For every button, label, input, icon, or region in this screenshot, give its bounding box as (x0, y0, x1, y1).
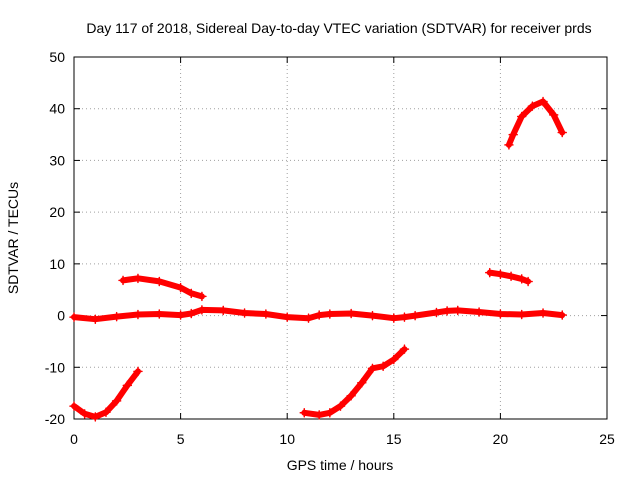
series-arc-evening-positive (484, 267, 533, 287)
data-point (346, 390, 356, 401)
data-point (154, 276, 165, 287)
x-tick-label: 10 (279, 431, 295, 447)
series-band (71, 306, 566, 323)
data-point (506, 271, 516, 282)
data-point (346, 308, 356, 319)
data-point (122, 380, 133, 391)
data-point (431, 307, 442, 318)
plot-frame (73, 56, 608, 420)
data-point (111, 396, 122, 406)
data-point (133, 366, 143, 377)
data-point (495, 309, 506, 319)
data-point (133, 309, 143, 320)
series-arc-evening-peak (504, 96, 567, 150)
y-tick-label: -10 (45, 359, 65, 375)
data-point (79, 409, 90, 419)
data-point (325, 408, 335, 418)
x-tick-label: 15 (386, 431, 402, 447)
y-tick-label: 10 (49, 256, 65, 272)
data-point (527, 101, 538, 111)
y-tick-label: 40 (49, 101, 65, 117)
series-arc-midday-negative (299, 344, 410, 420)
data-point (484, 267, 495, 278)
data-point (410, 310, 420, 321)
series-arc-early-positive (118, 273, 207, 302)
data-point (175, 282, 186, 293)
data-point (399, 344, 410, 354)
data-point (69, 312, 79, 322)
x-tick-label: 0 (70, 431, 78, 447)
data-point (474, 307, 484, 317)
data-point (523, 276, 533, 287)
data-point (357, 378, 367, 388)
data-point (303, 313, 314, 323)
data-point (154, 309, 165, 319)
x-tick-label: 5 (177, 431, 185, 447)
data-point (90, 412, 101, 422)
data-point (399, 312, 410, 322)
data-point (335, 401, 346, 411)
data-point (186, 288, 197, 299)
data-point (442, 306, 452, 316)
data-point (261, 309, 271, 319)
data-point (538, 96, 548, 107)
x-tick-labels: 0 5 10 15 20 25 (70, 431, 615, 447)
data-point (538, 308, 548, 318)
data-point (516, 309, 527, 320)
series-arc-baseline (69, 305, 567, 324)
series-layer (69, 96, 567, 422)
data-point (133, 273, 143, 284)
data-point (325, 309, 335, 319)
y-tick-label: 0 (57, 308, 65, 324)
data-point (516, 111, 527, 122)
data-point (175, 310, 186, 320)
data-point (239, 308, 250, 318)
data-point (314, 310, 324, 320)
data-point (282, 312, 292, 322)
data-point (557, 310, 567, 320)
y-tick-label: 50 (49, 49, 65, 65)
y-tick-label: -20 (45, 411, 65, 427)
x-axis-label: GPS time / hours (287, 457, 394, 473)
x-tick-label: 25 (599, 431, 615, 447)
data-point (218, 305, 228, 316)
y-axis-label: SDTVAR / TECUs (5, 182, 21, 294)
series-arc-early-negative (69, 366, 143, 422)
data-point (101, 407, 111, 418)
data-point (389, 313, 399, 323)
data-point (197, 291, 207, 302)
series-band (301, 346, 408, 418)
data-point (504, 140, 514, 150)
x-tick-label: 20 (493, 431, 509, 447)
data-point (111, 311, 122, 322)
data-point (314, 410, 324, 420)
data-point (508, 129, 518, 140)
data-point (389, 354, 399, 365)
data-point (197, 305, 207, 315)
grid (74, 57, 607, 419)
data-point (516, 274, 527, 284)
series-band (505, 98, 566, 148)
y-tick-label: 30 (49, 152, 65, 168)
data-point (367, 363, 378, 374)
data-point (453, 305, 463, 316)
data-point (495, 269, 506, 279)
y-tick-labels: -20 -10 0 10 20 30 40 50 (45, 49, 65, 427)
data-point (90, 314, 101, 324)
data-point (299, 408, 310, 418)
data-point (367, 310, 378, 321)
y-tick-label: 20 (49, 204, 65, 220)
data-point (118, 275, 128, 286)
data-point (557, 127, 567, 138)
data-point (548, 110, 559, 120)
data-point (186, 308, 197, 319)
chart-title: Day 117 of 2018, Sidereal Day-to-day VTE… (86, 20, 591, 36)
data-point (69, 401, 79, 411)
data-point (378, 361, 388, 372)
